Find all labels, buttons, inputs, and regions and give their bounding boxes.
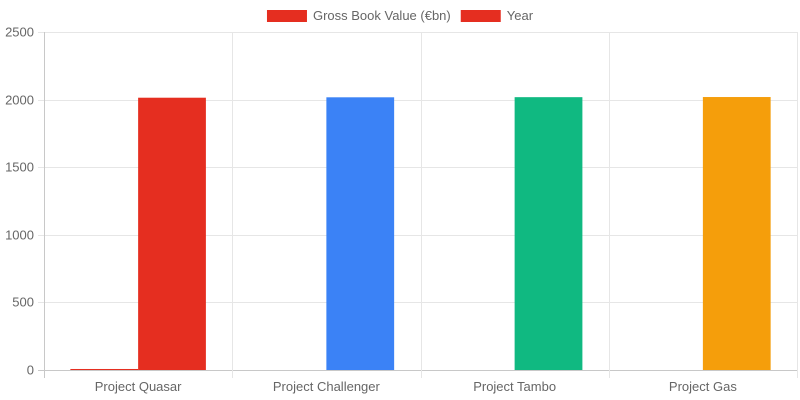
legend[interactable]: Gross Book Value (€bn) Year [266, 8, 534, 23]
y-tick-label: 0 [27, 363, 34, 378]
bar-year-2[interactable] [514, 97, 583, 371]
legend-label: Gross Book Value (€bn) [313, 8, 451, 23]
legend-item-gross-book-value[interactable]: Gross Book Value (€bn) [266, 8, 451, 23]
axes: 0 500 1000 1500 2000 2500 Project Quasar Projec… [5, 25, 737, 395]
y-tick-label: 1500 [5, 160, 34, 175]
x-tick-label: Project Tambo [473, 379, 556, 394]
bar-year-0[interactable] [138, 97, 206, 370]
bars [70, 97, 771, 371]
legend-label: Year [507, 8, 534, 23]
legend-item-year[interactable]: Year [460, 8, 534, 23]
x-tick-label: Project Challenger [273, 379, 381, 394]
bar-year-1[interactable] [326, 97, 395, 370]
y-tick-label: 2000 [5, 93, 34, 108]
x-tick-label: Project Gas [669, 379, 737, 394]
legend-swatch [460, 10, 501, 22]
y-tick-label: 2500 [5, 25, 34, 40]
bar-gross-book-value-0[interactable] [70, 368, 139, 370]
bar-year-3[interactable] [702, 97, 771, 371]
y-tick-label: 500 [12, 295, 34, 310]
x-tick-label: Project Quasar [95, 379, 182, 394]
legend-swatch [266, 10, 307, 22]
y-tick-label: 1000 [5, 228, 34, 243]
